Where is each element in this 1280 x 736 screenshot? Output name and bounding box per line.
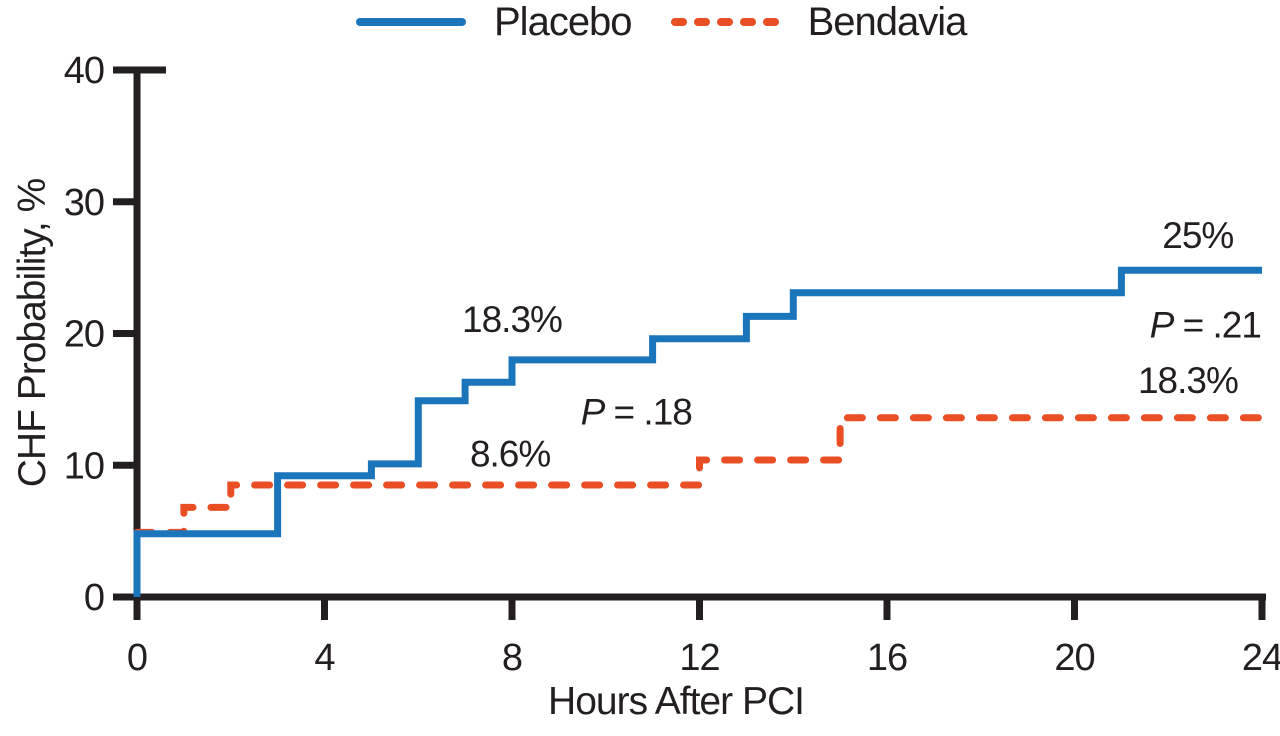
annotation-2: 8.6% [470,434,550,475]
y-tick-label: 40 [64,50,104,92]
y-tick-label: 30 [64,182,104,224]
x-tick-label: 4 [314,637,335,679]
annotation-0: 18.3% [462,299,562,340]
y-axis-title: CHF Probability, % [11,178,54,487]
annotation-1: P = .18 [581,391,692,432]
x-tick-label: 20 [1054,637,1094,679]
legend: Placebo Bendavia [356,0,967,44]
x-axis-title: Hours After PCI [548,680,804,723]
annotation-4: P = .21 [1150,304,1261,345]
legend-label-placebo: Placebo [494,0,633,44]
placebo-line [133,266,1262,597]
legend-item-placebo: Placebo [356,0,633,44]
annotation-3: 25% [1162,215,1233,256]
legend-label-bendavia: Bendavia [807,0,968,44]
x-tick-label: 16 [867,637,907,679]
bendavia-line-swatch [670,18,780,26]
x-tick-label: 24 [1242,637,1280,679]
y-tick-label: 0 [84,577,104,619]
x-tick-label: 12 [679,637,719,679]
placebo-line-swatch [356,18,466,26]
x-tick-label: 0 [127,637,147,679]
x-tick-label: 8 [502,637,522,679]
legend-item-bendavia: Bendavia [670,0,967,44]
y-tick-label: 20 [64,314,104,356]
annotation-5: 18.3% [1138,360,1238,401]
y-tick-label: 10 [64,445,104,487]
bendavia-line [133,414,1266,536]
